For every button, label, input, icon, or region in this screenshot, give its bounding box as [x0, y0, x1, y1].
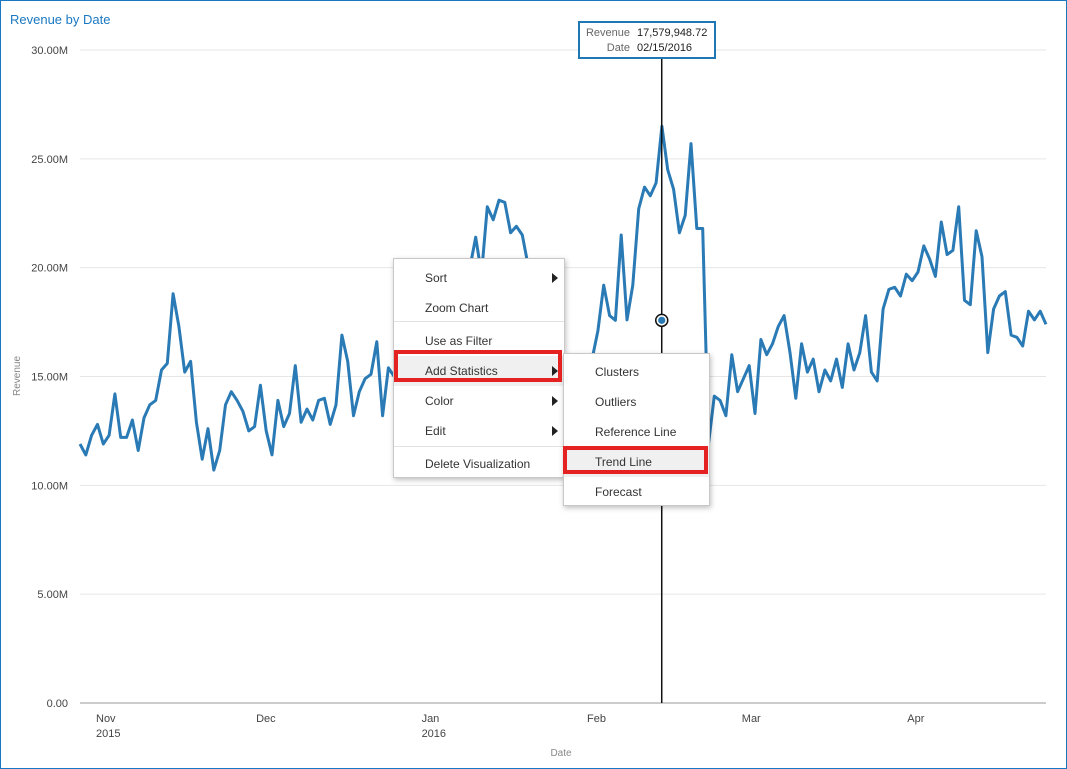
y-tick-label: 25.00M [31, 154, 68, 166]
y-tick-label: 10.00M [31, 480, 68, 492]
y-tick-label: 30.00M [31, 45, 68, 57]
menu-item-add-statistics-label: Add Statistics [425, 364, 498, 378]
submenu-arrow-icon [552, 396, 558, 406]
x-tick-label: Dec [256, 713, 276, 725]
tooltip-date-label: Date [606, 42, 630, 54]
submenu-item-forecast[interactable]: Forecast [564, 477, 709, 507]
x-axis-label: Date [550, 748, 572, 759]
menu-item-color-label: Color [425, 394, 454, 408]
y-tick-label: 20.00M [31, 263, 68, 275]
menu-item-use-as-filter[interactable]: Use as Filter [394, 326, 564, 356]
submenu-item-outliers[interactable]: Outliers [564, 387, 709, 417]
menu-separator [394, 446, 564, 447]
x-tick-year-label: 2015 [96, 728, 120, 740]
x-tick-label: Jan [422, 713, 440, 725]
tooltip-revenue-label: Revenue [585, 27, 630, 39]
submenu-item-trend-line[interactable]: Trend Line [564, 447, 709, 477]
submenu-arrow-icon [552, 426, 558, 436]
submenu-arrow-icon [552, 273, 558, 283]
submenu-arrow-icon [552, 366, 558, 376]
menu-item-add-statistics[interactable]: Add Statistics [394, 356, 564, 386]
add-statistics-submenu: Clusters Outliers Reference Line Trend L… [563, 353, 710, 506]
menu-item-edit-label: Edit [425, 424, 446, 438]
menu-item-edit[interactable]: Edit [394, 416, 564, 446]
submenu-item-clusters-label: Clusters [595, 365, 640, 379]
data-tooltip: Revenue 17,579,948.72 Date 02/15/2016 [578, 21, 716, 59]
y-tick-label: 0.00 [47, 698, 68, 710]
submenu-item-reference-line[interactable]: Reference Line [564, 417, 709, 447]
menu-item-zoom-chart-label: Zoom Chart [425, 301, 489, 315]
x-tick-label: Feb [587, 713, 606, 725]
menu-item-zoom-chart[interactable]: Zoom Chart [394, 293, 564, 323]
visualization-title[interactable]: Revenue by Date [10, 12, 111, 27]
menu-item-delete-visualization-label: Delete Visualization [425, 457, 531, 471]
menu-separator [394, 321, 564, 322]
context-menu: Sort Zoom Chart Use as Filter Add Statis… [393, 258, 565, 478]
menu-item-color[interactable]: Color [394, 386, 564, 416]
menu-item-use-as-filter-label: Use as Filter [425, 334, 493, 348]
x-tick-label: Apr [907, 713, 924, 725]
menu-item-sort-label: Sort [425, 271, 448, 285]
menu-item-delete-visualization[interactable]: Delete Visualization [394, 449, 564, 479]
x-tick-label: Nov [96, 713, 116, 725]
submenu-item-reference-line-label: Reference Line [595, 425, 677, 439]
tooltip-revenue-value: 17,579,948.72 [637, 27, 708, 39]
submenu-item-forecast-label: Forecast [595, 485, 642, 499]
y-tick-label: 5.00M [37, 589, 68, 601]
x-tick-label: Mar [742, 713, 761, 725]
menu-item-sort[interactable]: Sort [394, 263, 564, 293]
x-tick-year-label: 2016 [422, 728, 446, 740]
submenu-item-outliers-label: Outliers [595, 395, 637, 409]
submenu-item-clusters[interactable]: Clusters [564, 357, 709, 387]
submenu-item-trend-line-label: Trend Line [595, 455, 652, 469]
tooltip-date-value: 02/15/2016 [637, 42, 693, 54]
hover-point-core [658, 316, 666, 324]
y-tick-label: 15.00M [31, 372, 68, 384]
y-axis-label: Revenue [12, 356, 23, 396]
